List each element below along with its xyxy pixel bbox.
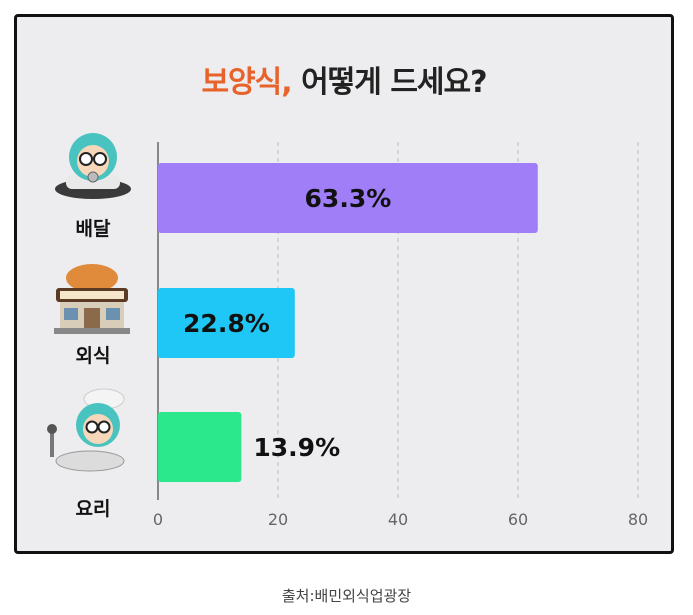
category-label: 배달 [76,218,111,240]
restaurant-icon [50,258,134,342]
x-tick-label: 40 [388,510,408,529]
bar-1 [158,288,295,358]
x-tick-label: 0 [153,510,163,529]
bar-value-label: 63.3% [305,184,392,213]
x-tick-label: 20 [268,510,288,529]
title-rest: 어떻게 드세요? [291,65,487,100]
bar-2 [158,412,242,482]
title-accent: 보양식, [201,65,292,100]
category-label: 요리 [76,498,111,520]
x-tick-label: 60 [508,510,528,529]
bar-value-label: 13.9% [253,433,340,462]
x-tick-label: 80 [628,510,648,529]
bar-value-label: 22.8% [183,309,270,338]
delivery-rider-icon [48,127,138,211]
bar-0 [158,163,538,233]
source-note: 출처:배민외식업광장 [281,587,412,605]
chart-title: 보양식, 어떻게 드세요? [17,57,671,101]
chart-card: 보양식, 어떻게 드세요? [14,14,674,554]
chef-icon [42,385,138,477]
category-label: 외식 [76,345,111,367]
